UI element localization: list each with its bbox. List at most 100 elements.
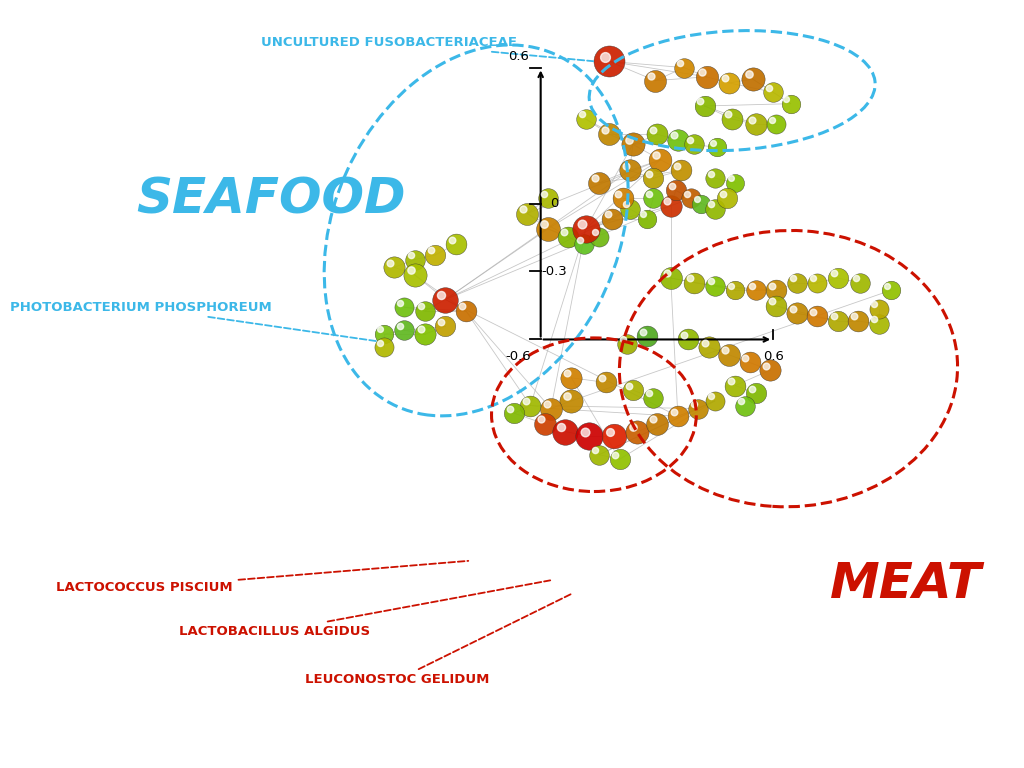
Point bbox=[778, 93, 795, 105]
Point bbox=[737, 399, 754, 412]
Point bbox=[614, 333, 631, 346]
Point bbox=[635, 208, 651, 220]
Point bbox=[587, 172, 603, 184]
Point bbox=[700, 341, 717, 353]
Point bbox=[649, 128, 666, 141]
Point bbox=[382, 257, 398, 269]
Point bbox=[573, 108, 590, 121]
Point bbox=[417, 328, 433, 340]
Point bbox=[372, 336, 388, 349]
Point bbox=[578, 113, 594, 125]
Point bbox=[423, 244, 439, 257]
Point bbox=[707, 203, 723, 215]
Point bbox=[676, 329, 692, 341]
Point bbox=[617, 198, 634, 210]
Point bbox=[635, 326, 651, 338]
Text: 0.6: 0.6 bbox=[763, 350, 783, 362]
Point bbox=[764, 295, 780, 307]
Point bbox=[809, 276, 825, 289]
Point bbox=[376, 328, 392, 340]
Point bbox=[694, 66, 711, 78]
Point bbox=[717, 344, 733, 356]
Point bbox=[621, 134, 637, 146]
Point bbox=[743, 280, 760, 292]
Point bbox=[611, 453, 628, 465]
Point bbox=[698, 71, 715, 83]
Text: SEAFOOD: SEAFOOD bbox=[136, 176, 407, 223]
Text: -0.3: -0.3 bbox=[541, 265, 567, 277]
Point bbox=[666, 129, 682, 141]
Point bbox=[591, 449, 607, 461]
Point bbox=[883, 284, 899, 296]
Point bbox=[539, 398, 555, 410]
Point bbox=[413, 300, 429, 313]
Point bbox=[625, 138, 641, 151]
Point bbox=[536, 187, 552, 200]
Point bbox=[723, 172, 739, 184]
Point bbox=[686, 398, 702, 410]
Point bbox=[689, 193, 706, 205]
Point bbox=[407, 269, 423, 281]
Point bbox=[600, 208, 616, 220]
Point bbox=[437, 293, 454, 306]
Point bbox=[502, 402, 518, 415]
Point bbox=[852, 276, 868, 289]
Point bbox=[540, 223, 556, 235]
Point bbox=[866, 313, 883, 326]
Point bbox=[719, 192, 735, 204]
Point bbox=[768, 118, 784, 131]
Point bbox=[621, 379, 637, 392]
Point bbox=[762, 364, 778, 376]
Text: LEUCONOSTOC GELIDUM: LEUCONOSTOC GELIDUM bbox=[305, 594, 571, 686]
Point bbox=[668, 184, 684, 197]
Point bbox=[696, 100, 713, 112]
Point bbox=[506, 407, 522, 419]
Point bbox=[664, 180, 680, 192]
Point bbox=[709, 141, 725, 154]
Point bbox=[879, 280, 895, 292]
Point bbox=[413, 323, 429, 336]
Point bbox=[427, 249, 443, 261]
Point bbox=[604, 213, 621, 225]
Point bbox=[543, 402, 559, 415]
Point bbox=[540, 192, 556, 204]
Point bbox=[782, 98, 799, 110]
Point bbox=[805, 272, 821, 284]
Point bbox=[690, 402, 707, 415]
Point bbox=[639, 330, 655, 343]
Point bbox=[645, 413, 662, 425]
Point bbox=[601, 128, 617, 141]
Point bbox=[597, 124, 613, 136]
Point bbox=[696, 336, 713, 349]
Point bbox=[629, 425, 645, 438]
Point bbox=[727, 177, 743, 189]
Point bbox=[601, 55, 617, 68]
Point bbox=[648, 149, 665, 161]
Point bbox=[658, 267, 675, 280]
Point bbox=[537, 418, 553, 430]
Text: LACTOCOCCUS PISCIUM: LACTOCOCCUS PISCIUM bbox=[56, 561, 468, 594]
Point bbox=[707, 395, 723, 407]
Point bbox=[680, 333, 696, 346]
Point bbox=[748, 284, 764, 296]
Point bbox=[645, 124, 662, 136]
Point bbox=[645, 172, 662, 184]
Point bbox=[705, 137, 721, 149]
Point bbox=[829, 272, 846, 284]
Text: LACTOBACILLUS ALGIDUS: LACTOBACILLUS ALGIDUS bbox=[179, 581, 550, 637]
Point bbox=[670, 134, 686, 146]
Point bbox=[402, 249, 419, 261]
Point bbox=[643, 70, 659, 82]
Point bbox=[433, 289, 450, 301]
Point bbox=[686, 138, 702, 151]
Point bbox=[663, 200, 679, 212]
Point bbox=[581, 430, 597, 442]
Point bbox=[727, 284, 743, 296]
Point bbox=[870, 303, 887, 315]
Point bbox=[645, 192, 662, 204]
Point bbox=[669, 160, 685, 172]
Point bbox=[715, 187, 731, 200]
Point bbox=[641, 187, 657, 200]
Point bbox=[578, 223, 594, 235]
Point bbox=[522, 399, 539, 412]
